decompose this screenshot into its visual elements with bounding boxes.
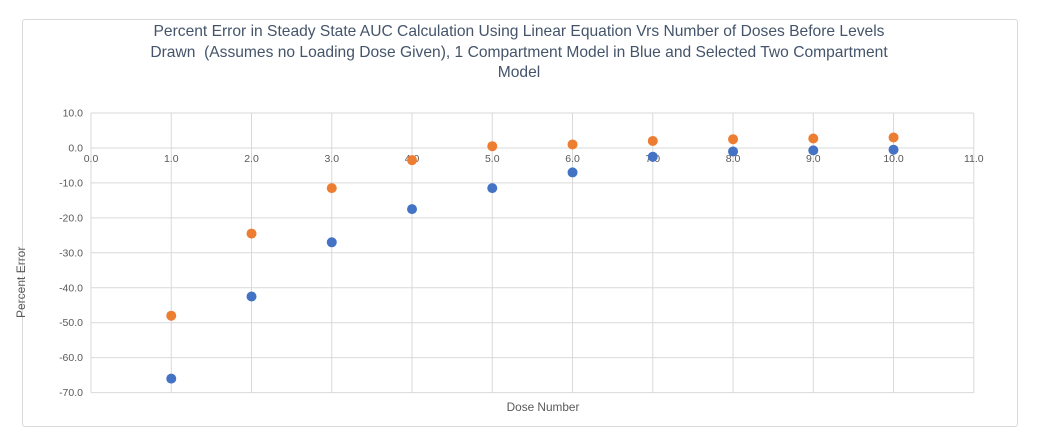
- svg-text:11.0: 11.0: [964, 153, 984, 165]
- svg-text:-70.0: -70.0: [59, 387, 83, 399]
- svg-text:0.0: 0.0: [84, 153, 99, 165]
- svg-text:-40.0: -40.0: [59, 282, 83, 294]
- svg-text:-60.0: -60.0: [59, 352, 83, 364]
- svg-text:5.0: 5.0: [485, 153, 500, 165]
- svg-text:2.0: 2.0: [244, 153, 259, 165]
- svg-text:-50.0: -50.0: [59, 317, 83, 329]
- svg-text:10.0: 10.0: [883, 153, 904, 165]
- svg-text:-10.0: -10.0: [59, 177, 83, 189]
- svg-text:3.0: 3.0: [324, 153, 339, 165]
- svg-text:-30.0: -30.0: [59, 247, 83, 259]
- svg-text:-20.0: -20.0: [59, 212, 83, 224]
- svg-text:1.0: 1.0: [164, 153, 179, 165]
- svg-text:6.0: 6.0: [565, 153, 580, 165]
- svg-text:0.0: 0.0: [68, 142, 83, 154]
- svg-text:10.0: 10.0: [63, 108, 84, 120]
